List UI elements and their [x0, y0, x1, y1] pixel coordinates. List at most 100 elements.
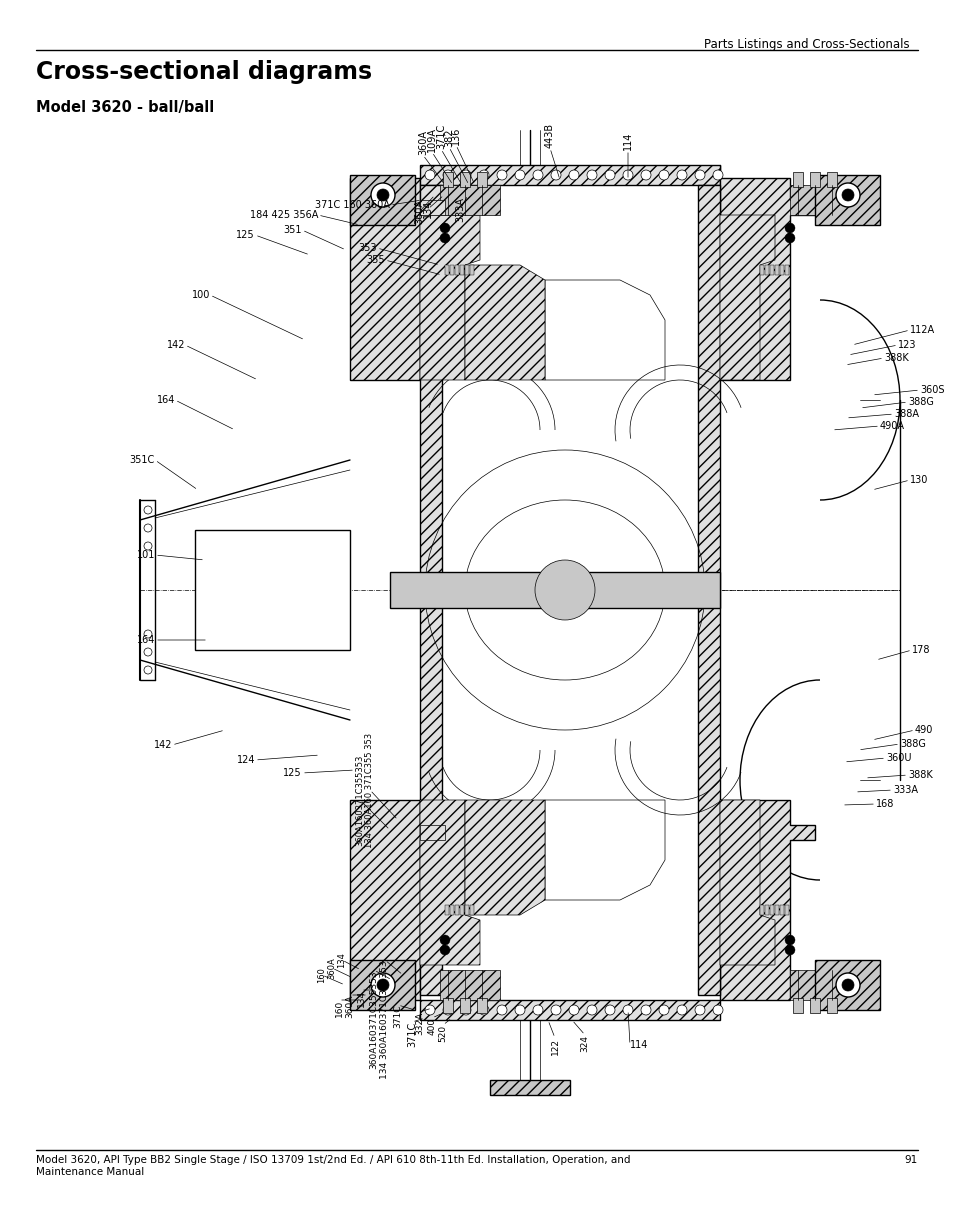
Text: 142: 142: [167, 340, 185, 350]
Bar: [774, 265, 779, 275]
Circle shape: [515, 171, 524, 180]
Polygon shape: [720, 800, 774, 964]
Bar: [476, 998, 486, 1014]
Text: 360A: 360A: [414, 200, 423, 225]
Bar: [470, 906, 474, 915]
Circle shape: [144, 506, 152, 514]
Bar: [464, 906, 469, 915]
Polygon shape: [720, 800, 814, 1000]
Bar: [439, 971, 499, 1000]
Circle shape: [712, 171, 722, 180]
Text: 100: 100: [192, 290, 210, 299]
Polygon shape: [720, 178, 814, 380]
Bar: [450, 265, 454, 275]
Circle shape: [586, 171, 597, 180]
Text: 355: 355: [366, 255, 385, 265]
Circle shape: [144, 666, 152, 674]
Text: 91: 91: [903, 1155, 917, 1164]
Circle shape: [478, 1005, 489, 1015]
Circle shape: [439, 223, 450, 233]
Circle shape: [144, 542, 152, 550]
Polygon shape: [419, 825, 444, 840]
Bar: [789, 185, 849, 215]
Circle shape: [835, 973, 859, 998]
Circle shape: [784, 233, 794, 243]
Text: Model 3620, API Type BB2 Single Stage / ISO 13709 1st/2nd Ed. / API 610 8th-11th: Model 3620, API Type BB2 Single Stage / …: [36, 1155, 630, 1177]
Circle shape: [695, 171, 704, 180]
Bar: [439, 185, 499, 215]
Polygon shape: [419, 800, 479, 964]
Circle shape: [568, 171, 578, 180]
Text: 134 360A160371C355353: 134 360A160371C355353: [380, 960, 389, 1079]
Bar: [455, 906, 458, 915]
Circle shape: [841, 979, 853, 991]
Circle shape: [439, 233, 450, 243]
Text: 371C: 371C: [436, 124, 446, 148]
Text: 360A: 360A: [417, 130, 428, 155]
Text: 134: 134: [356, 990, 365, 1007]
Text: 353: 353: [358, 243, 376, 253]
Bar: [490, 1080, 569, 1094]
Bar: [769, 265, 773, 275]
Bar: [442, 998, 453, 1014]
Text: 388G: 388G: [907, 398, 933, 407]
Text: 371C 160 360A: 371C 160 360A: [314, 200, 390, 210]
Bar: [442, 172, 453, 187]
Text: 332A: 332A: [416, 1012, 424, 1036]
Bar: [789, 971, 849, 1000]
Bar: [784, 265, 788, 275]
Text: 114: 114: [629, 1040, 648, 1050]
Text: 490A: 490A: [879, 421, 904, 431]
Text: Cross-sectional diagrams: Cross-sectional diagrams: [36, 60, 372, 83]
Bar: [764, 265, 768, 275]
Circle shape: [439, 945, 450, 955]
Text: 178: 178: [911, 645, 929, 655]
Text: 388A: 388A: [893, 409, 918, 418]
Bar: [784, 906, 788, 915]
Bar: [350, 960, 415, 1010]
Text: Model 3620 - ball/ball: Model 3620 - ball/ball: [36, 99, 214, 115]
Bar: [826, 998, 836, 1014]
Bar: [459, 906, 463, 915]
Text: 520: 520: [438, 1025, 447, 1042]
Polygon shape: [720, 215, 774, 380]
Bar: [459, 265, 463, 275]
Bar: [814, 175, 879, 225]
Bar: [769, 906, 773, 915]
Bar: [792, 172, 802, 187]
Polygon shape: [350, 800, 444, 1000]
Bar: [760, 906, 763, 915]
Text: 125: 125: [236, 229, 254, 240]
Circle shape: [841, 189, 853, 201]
Circle shape: [424, 1005, 435, 1015]
Circle shape: [659, 1005, 668, 1015]
Text: 134 360A160 371C355 353: 134 360A160 371C355 353: [365, 733, 375, 848]
Text: 124: 124: [236, 755, 254, 764]
Circle shape: [622, 171, 633, 180]
Bar: [814, 960, 879, 1010]
Polygon shape: [350, 178, 444, 380]
Bar: [826, 172, 836, 187]
Bar: [464, 265, 469, 275]
Text: 360S: 360S: [919, 385, 943, 395]
Text: 371C: 371C: [407, 1022, 416, 1048]
Circle shape: [371, 183, 395, 207]
Circle shape: [604, 1005, 615, 1015]
Bar: [459, 172, 470, 187]
Circle shape: [442, 171, 453, 180]
Bar: [809, 172, 820, 187]
Text: 360A: 360A: [345, 995, 355, 1018]
Circle shape: [533, 171, 542, 180]
Text: 136: 136: [451, 126, 460, 145]
Circle shape: [439, 935, 450, 945]
Circle shape: [784, 945, 794, 955]
Circle shape: [460, 171, 471, 180]
Bar: [444, 265, 449, 275]
Circle shape: [784, 935, 794, 945]
Text: 160: 160: [317, 967, 326, 983]
Bar: [419, 1000, 720, 1020]
Text: 160: 160: [335, 1000, 343, 1017]
Circle shape: [784, 223, 794, 233]
Bar: [764, 906, 768, 915]
Bar: [760, 265, 763, 275]
